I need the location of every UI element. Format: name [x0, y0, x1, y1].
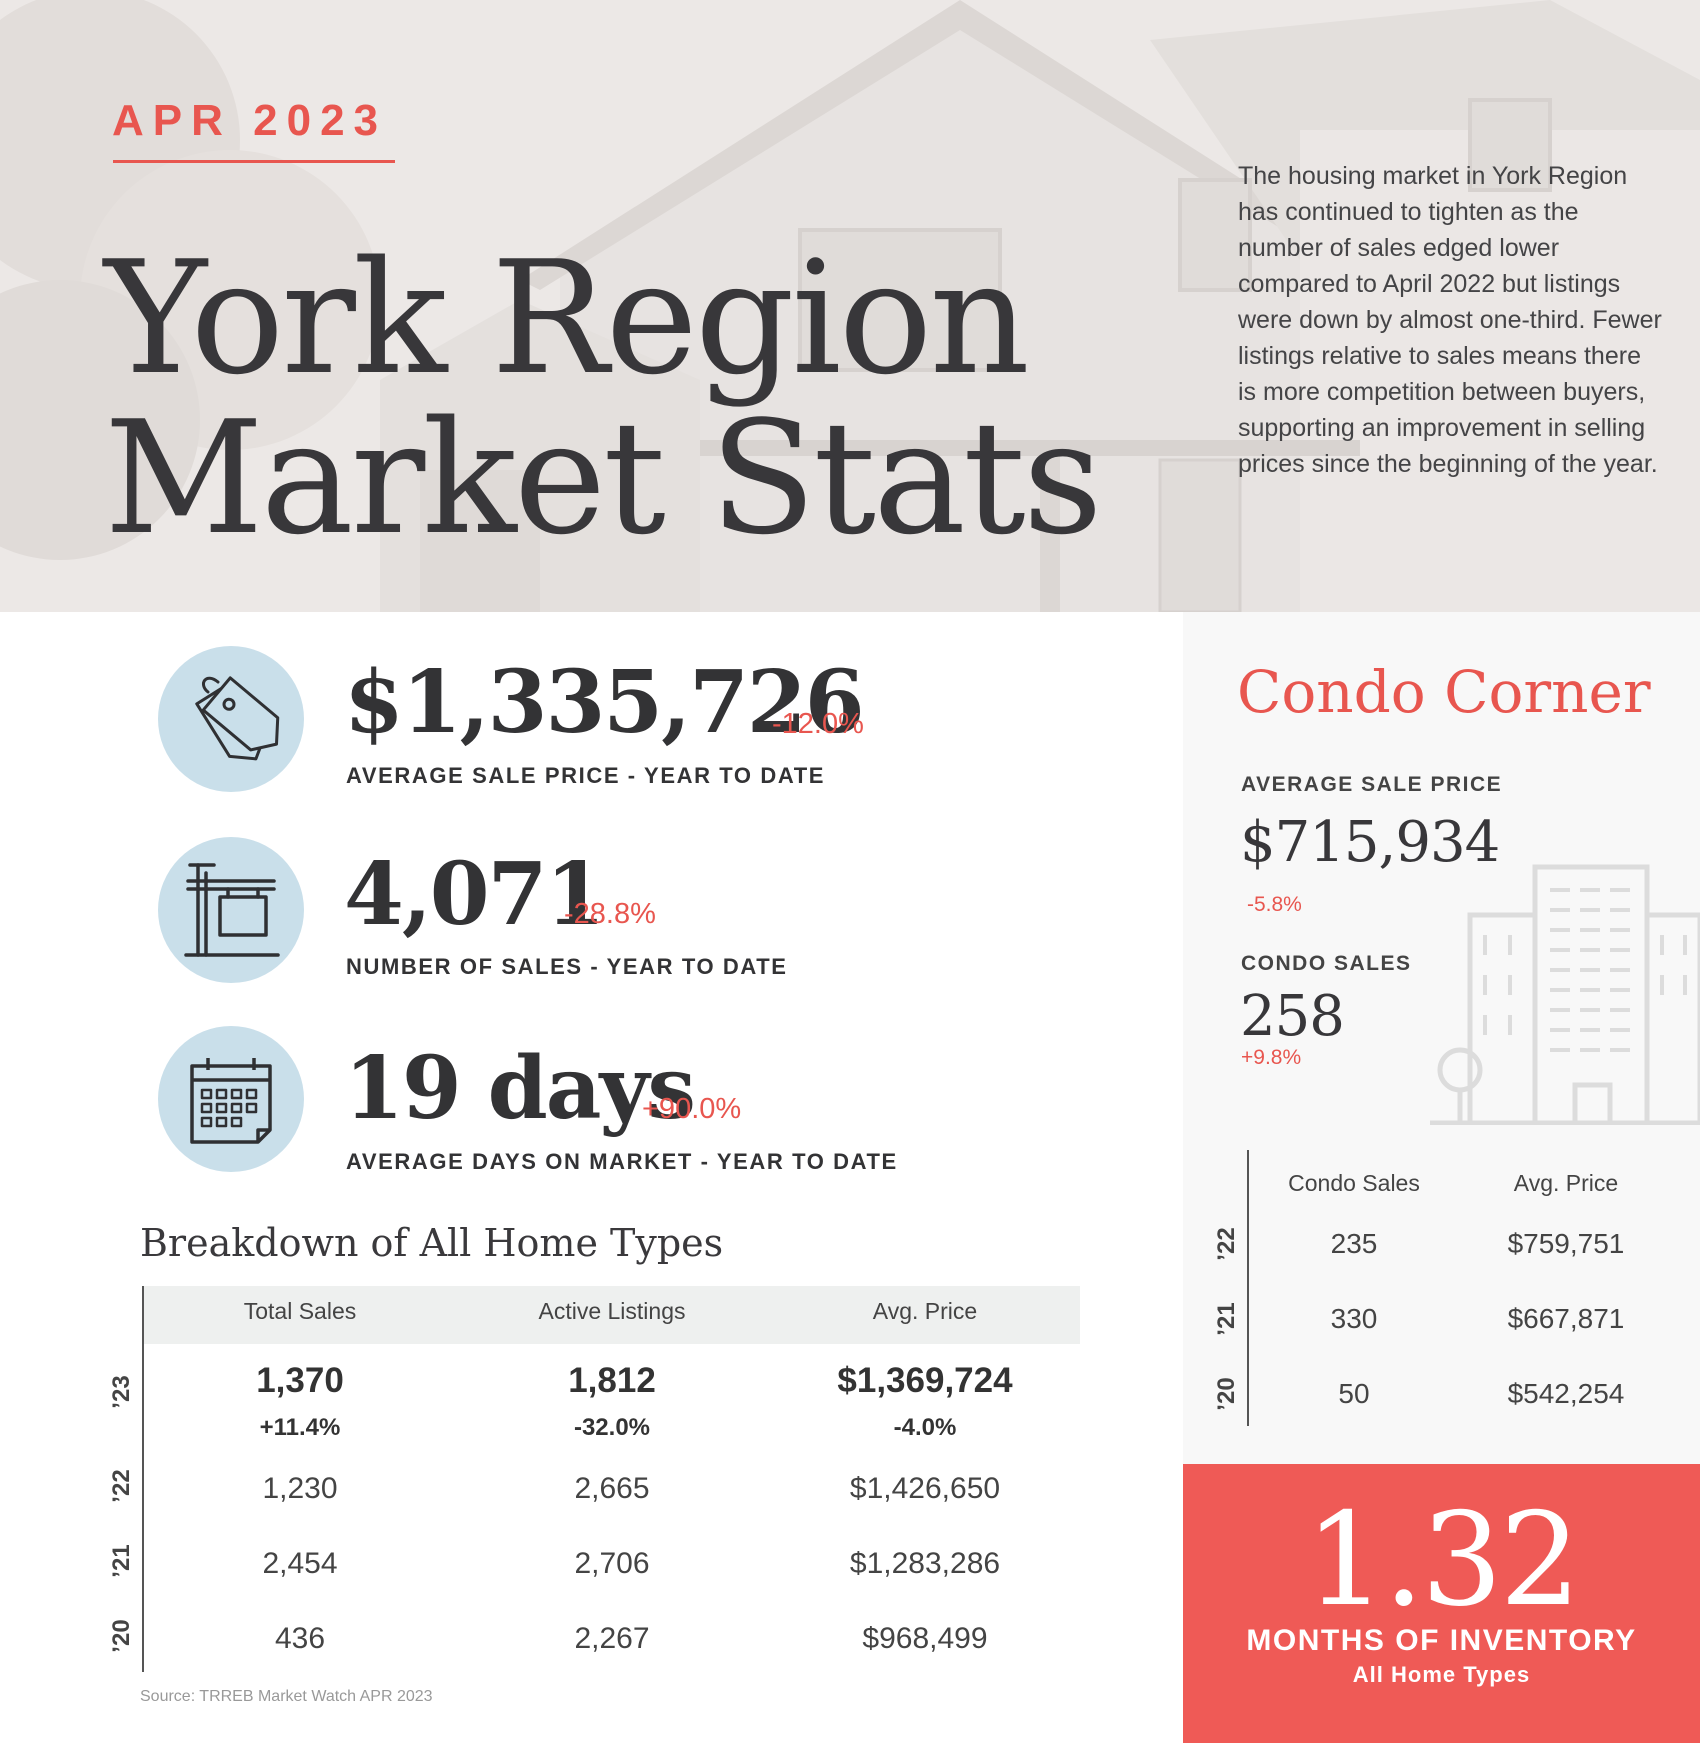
table-header-background	[144, 1286, 1080, 1344]
stat-label: AVERAGE DAYS ON MARKET - YEAR TO DATE	[346, 1149, 898, 1174]
table-cell: 1,230	[262, 1472, 338, 1505]
condo-corner-title: Condo Corner	[1237, 658, 1651, 726]
intro-paragraph: The housing market in York Region has co…	[1238, 162, 1662, 478]
condo-avg-price-label: AVERAGE SALE PRICE	[1241, 773, 1503, 796]
months-of-inventory-box: 1.32 MONTHS OF INVENTORY All Home Types	[1183, 1464, 1700, 1743]
table-cell: 2,706	[574, 1547, 650, 1580]
house-background-image	[0, 0, 1700, 612]
for-sale-sign-icon	[158, 837, 304, 983]
date-underline	[113, 160, 395, 163]
stat-label: AVERAGE SALE PRICE - YEAR TO DATE	[346, 763, 826, 788]
months-of-inventory-label: MONTHS OF INVENTORY	[1246, 1624, 1637, 1657]
report-date: APR 2023	[112, 96, 388, 145]
condo-sales-change: +9.8%	[1241, 1046, 1302, 1069]
stat-value: 4,071	[344, 844, 605, 945]
table-cell: 1,370	[256, 1361, 344, 1400]
table-cell: $968,499	[862, 1622, 988, 1655]
table-cell: $1,426,650	[849, 1472, 1001, 1505]
months-of-inventory-sublabel: All Home Types	[1352, 1662, 1531, 1687]
stat-change: -28.8%	[564, 898, 656, 930]
table-vertical-rule	[142, 1286, 144, 1672]
table-cell: 235	[1330, 1228, 1378, 1259]
table-change: +11.4%	[259, 1414, 341, 1441]
table-cell: 330	[1330, 1303, 1378, 1334]
table-cell: 50	[1338, 1378, 1370, 1409]
hero-banner: APR 2023 York Region Market Stats The ho…	[0, 0, 1700, 612]
row-year-label: ’22	[108, 1469, 135, 1503]
row-year-label: ’23	[108, 1375, 135, 1409]
condo-sales-value: 258	[1240, 984, 1345, 1049]
column-header: Total Sales	[243, 1298, 357, 1324]
title-line-2: Market Stats	[104, 387, 1103, 569]
breakdown-title: Breakdown of All Home Types	[140, 1221, 724, 1265]
table-cell: $542,254	[1507, 1378, 1625, 1409]
row-year-label: ’21	[1213, 1302, 1240, 1336]
stat-label: NUMBER OF SALES - YEAR TO DATE	[346, 954, 788, 979]
condo-avg-price-change: -5.8%	[1247, 893, 1302, 916]
table-cell: $1,369,724	[837, 1361, 1013, 1400]
column-header: Active Listings	[538, 1298, 686, 1324]
table-cell: 1,812	[568, 1361, 656, 1400]
row-year-label: ’21	[108, 1544, 135, 1578]
price-tag-icon	[158, 646, 304, 792]
row-year-label: ’20	[108, 1619, 135, 1653]
table-cell: $1,283,286	[849, 1547, 1001, 1580]
stat-change: +90.0%	[642, 1093, 742, 1125]
row-year-label: ’22	[1213, 1227, 1240, 1261]
column-header: Condo Sales	[1288, 1170, 1420, 1196]
table-cell: $759,751	[1507, 1228, 1625, 1259]
months-of-inventory-value: 1.32	[1305, 1486, 1581, 1635]
table-cell: $667,871	[1507, 1303, 1625, 1334]
column-header: Avg. Price	[1513, 1170, 1619, 1196]
table-vertical-rule	[1247, 1150, 1249, 1426]
condo-corner-panel	[1183, 612, 1700, 1464]
table-cell: 2,267	[574, 1622, 650, 1655]
source-note: Source: TRREB Market Watch APR 2023	[140, 1688, 433, 1705]
table-cell: 436	[274, 1622, 326, 1655]
condo-avg-price-value: $715,934	[1240, 810, 1500, 875]
condo-sales-label: CONDO SALES	[1241, 952, 1412, 975]
table-cell: 2,665	[574, 1472, 650, 1505]
table-change: -4.0%	[893, 1414, 957, 1441]
row-year-label: ’20	[1213, 1377, 1240, 1411]
table-change: -32.0%	[573, 1414, 651, 1441]
page-title: York Region Market Stats	[104, 227, 1103, 569]
calendar-icon	[158, 1026, 304, 1172]
column-header: Avg. Price	[872, 1298, 978, 1324]
stat-value: $1,335,726	[344, 652, 865, 753]
buildings-icon	[1430, 864, 1700, 1125]
table-cell: 2,454	[262, 1547, 338, 1580]
stat-change: -12.0%	[772, 708, 864, 740]
stat-value: 19 days	[344, 1038, 696, 1139]
title-line-1: York Region	[104, 227, 1030, 409]
